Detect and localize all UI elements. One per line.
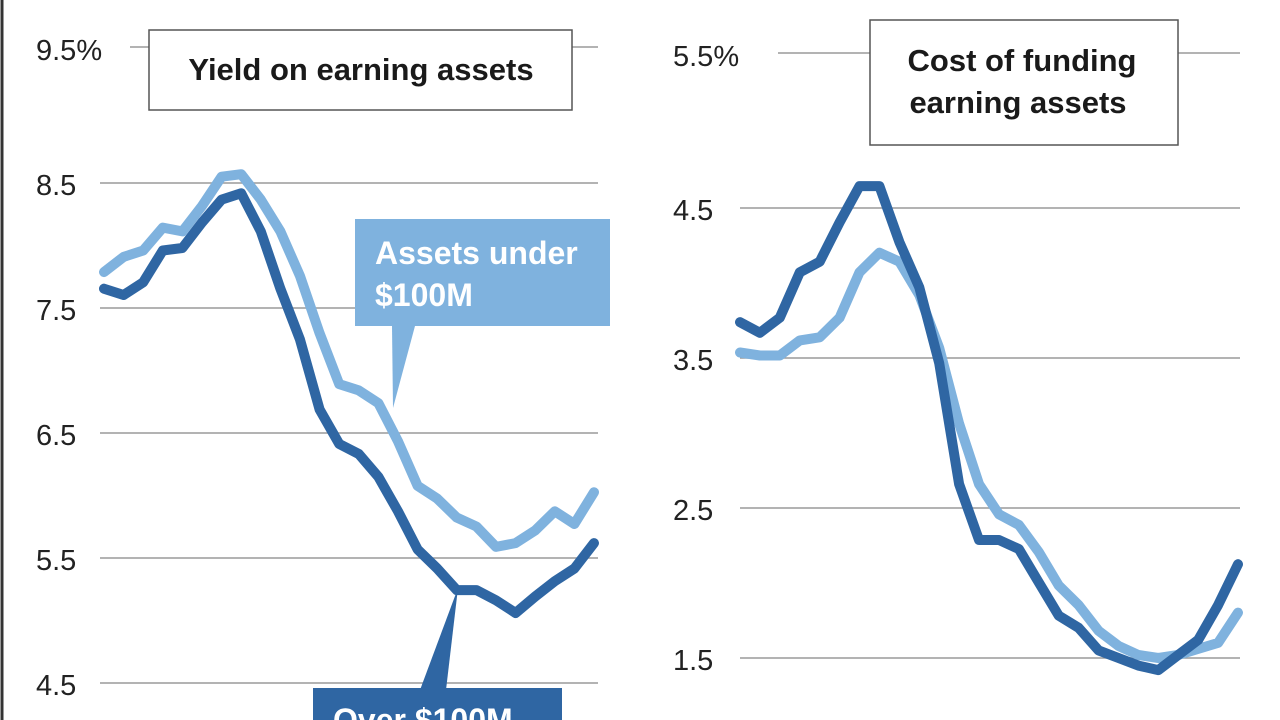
right-chart-title-line2: earning assets (909, 85, 1126, 120)
left-title-box: Yield on earning assets (148, 29, 573, 111)
left-series-lines (99, 169, 599, 618)
right-tick-label: 4.5 (673, 195, 713, 227)
right-tick-label: 1.5 (673, 645, 713, 677)
left-tick-label: 4.5 (36, 670, 76, 702)
right-title-box: Cost of funding earning assets (869, 19, 1179, 146)
over-callout-box (313, 688, 562, 720)
under-callout-pointer (392, 326, 415, 408)
right-y-axis-labels: 5.5% 4.5 3.5 2.5 1.5 (673, 41, 739, 677)
left-tick-label: 9.5% (36, 35, 102, 67)
under-callout-line2: $100M (375, 277, 473, 313)
left-panel: 9.5% 8.5 7.5 6.5 5.5 4.5 Yield on earnin… (0, 0, 610, 720)
right-tick-label: 3.5 (673, 345, 713, 377)
right-series-line-over-100m (735, 181, 1243, 676)
right-tick-label: 2.5 (673, 495, 713, 527)
left-chart-title: Yield on earning assets (188, 52, 533, 87)
left-tick-label: 6.5 (36, 420, 76, 452)
right-series-line-under-100m (735, 247, 1243, 663)
under-100m-callout: Assets under $100M (355, 219, 610, 408)
left-series-line-over-100m (99, 188, 599, 618)
left-grid (100, 46, 598, 684)
right-title-frame (869, 19, 1179, 146)
under-callout-line1: Assets under (375, 235, 578, 271)
over-callout-pointer (420, 588, 458, 690)
right-chart-title-line1: Cost of funding (908, 43, 1137, 78)
over-callout-line1: Over $100M (333, 702, 513, 720)
over-100m-callout: Over $100M (313, 588, 562, 720)
left-tick-label: 7.5 (36, 295, 76, 327)
right-tick-label: 5.5% (673, 41, 739, 73)
right-series-lines (735, 181, 1243, 676)
left-series-line-under-100m (99, 169, 599, 552)
left-tick-label: 8.5 (36, 170, 76, 202)
left-tick-label: 5.5 (36, 545, 76, 577)
left-title-frame (148, 29, 573, 111)
under-callout-box (355, 219, 610, 326)
left-y-axis-labels: 9.5% 8.5 7.5 6.5 5.5 4.5 (36, 35, 102, 702)
right-panel: 5.5% 4.5 3.5 2.5 1.5 Cost of funding ear… (673, 19, 1243, 677)
